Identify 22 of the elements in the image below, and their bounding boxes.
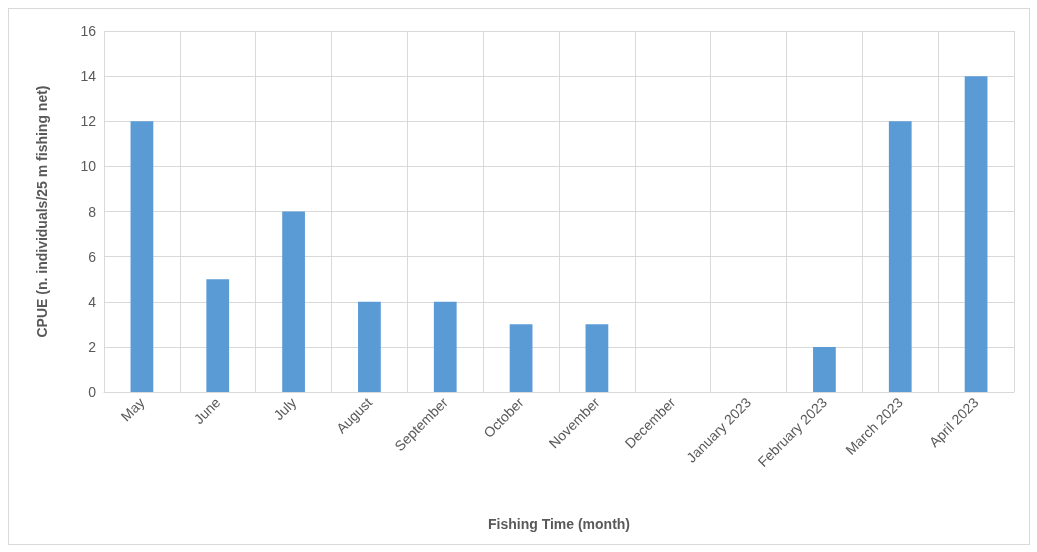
bar (358, 301, 381, 392)
y-tick-label: 6 (88, 248, 97, 265)
x-axis-title: Fishing Time (month) (487, 516, 631, 532)
y-tick-label: 2 (88, 338, 97, 355)
bar (509, 324, 533, 392)
y-tick-label: 10 (80, 158, 97, 175)
bar (813, 346, 836, 392)
bar (888, 121, 912, 392)
bar (206, 279, 230, 392)
bar (433, 301, 457, 392)
y-tick-label: 14 (80, 68, 97, 85)
y-tick-label: 12 (80, 113, 97, 130)
bar (585, 324, 609, 392)
bar (964, 76, 988, 392)
y-tick-label: 8 (88, 203, 97, 220)
y-tick-label: 0 (88, 384, 97, 400)
y-tick-label: 16 (80, 23, 97, 39)
y-axis-title: CPUE (n. individuals/25 m fishing net) (34, 85, 50, 338)
bar (130, 121, 154, 392)
bar (282, 211, 305, 392)
y-tick-label: 4 (88, 293, 97, 310)
x-tick-label: July (270, 394, 300, 424)
